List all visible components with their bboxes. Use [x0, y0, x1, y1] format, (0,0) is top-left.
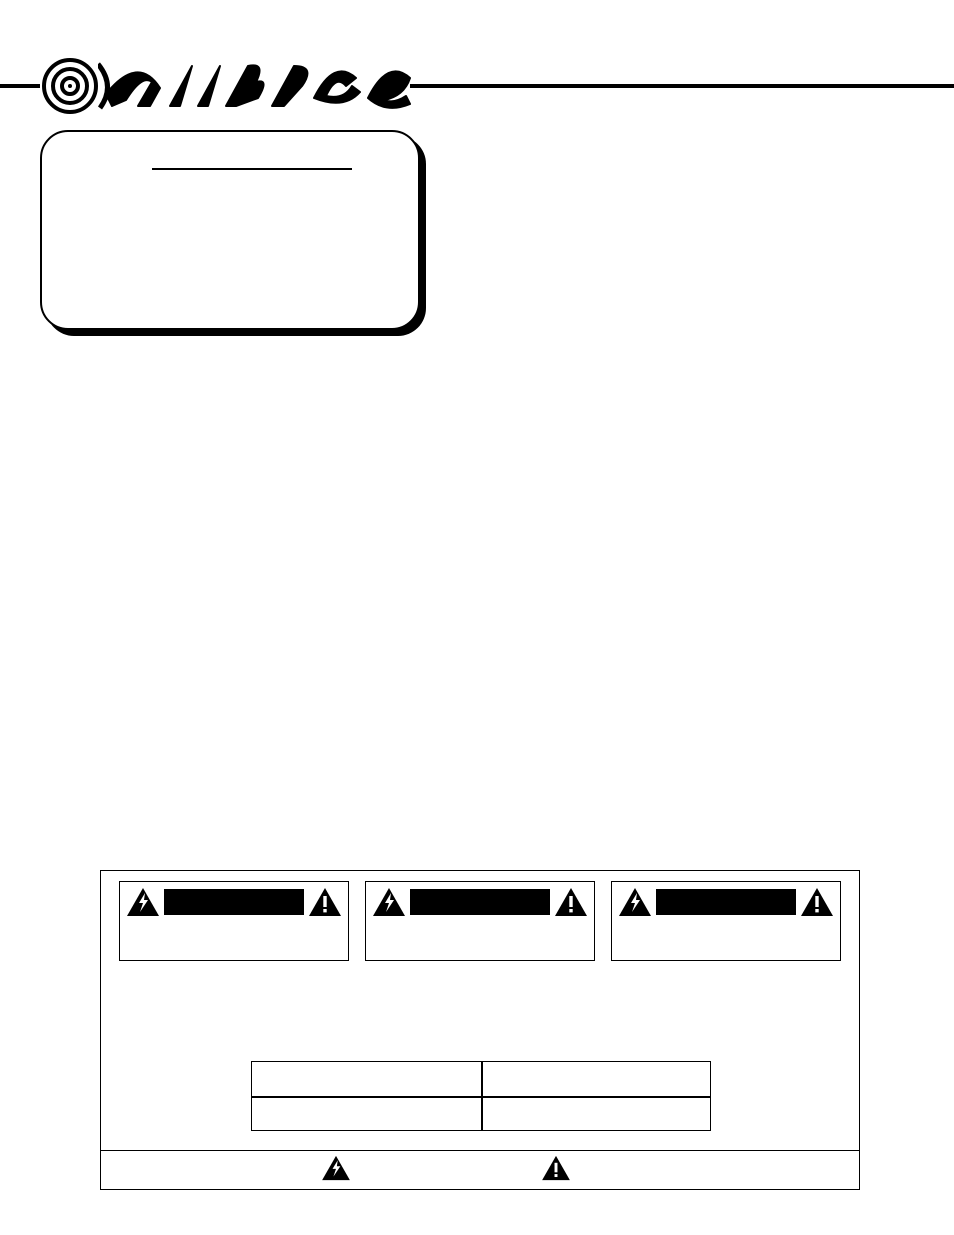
- panel-bottom-icons: [101, 1155, 859, 1185]
- caution-body: [120, 922, 348, 962]
- caution-header: [120, 882, 348, 922]
- caution-row: [101, 881, 859, 971]
- header-rule-left: [0, 84, 40, 88]
- header-rule-right: [410, 84, 954, 88]
- caution-body: [366, 922, 594, 962]
- caution-header: [612, 882, 840, 922]
- lightning-bolt-icon: [321, 1155, 355, 1185]
- caution-label-bar: [656, 889, 796, 915]
- table-divider-horizontal: [252, 1096, 710, 1098]
- exclamation-icon: [800, 887, 834, 917]
- caution-body: [612, 922, 840, 962]
- logo-target-icon: [42, 58, 98, 114]
- exclamation-icon: [554, 887, 588, 917]
- caution-header: [366, 882, 594, 922]
- caution-label-bar: [164, 889, 304, 915]
- card-title-underline: [152, 168, 352, 170]
- spec-table: [251, 1061, 711, 1131]
- caution-box: [611, 881, 841, 961]
- page-header: [0, 40, 954, 110]
- caution-box: [119, 881, 349, 961]
- lightning-bolt-icon: [618, 887, 652, 917]
- lightning-bolt-icon: [372, 887, 406, 917]
- info-card: [40, 130, 420, 330]
- exclamation-icon: [541, 1155, 575, 1185]
- panel-bottom-divider: [101, 1150, 859, 1152]
- exclamation-icon: [308, 887, 342, 917]
- caution-label-bar: [410, 889, 550, 915]
- lightning-bolt-icon: [126, 887, 160, 917]
- caution-box: [365, 881, 595, 961]
- logo-wordmark: [98, 56, 418, 114]
- warning-panel: [100, 870, 860, 1190]
